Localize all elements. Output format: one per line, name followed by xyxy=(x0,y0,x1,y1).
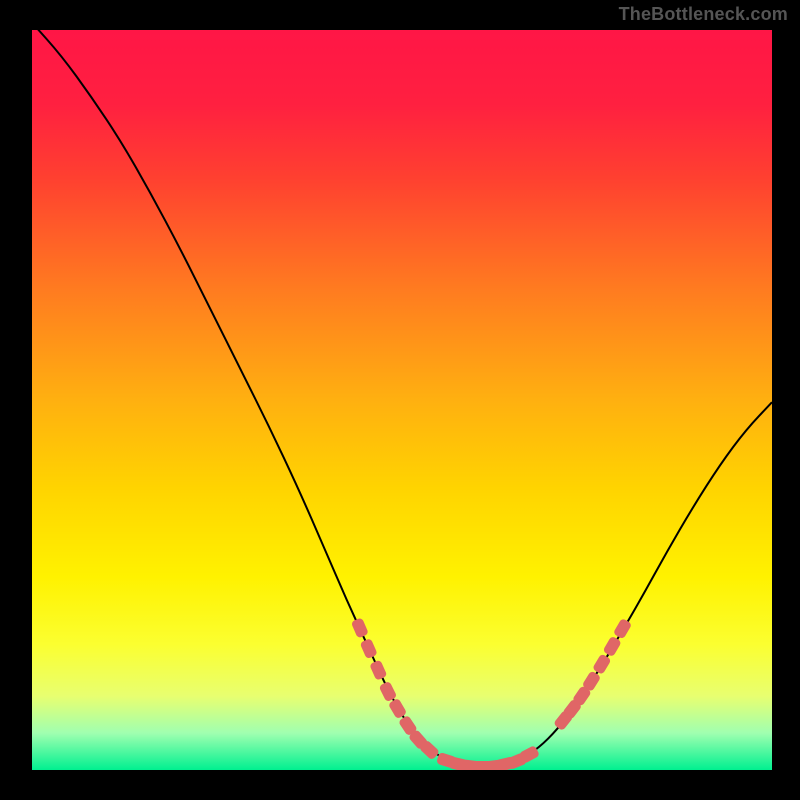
chart-container: TheBottleneck.com xyxy=(0,0,800,800)
plot-area xyxy=(32,30,772,770)
chart-svg xyxy=(32,30,772,770)
gradient-background xyxy=(32,30,772,770)
watermark-text: TheBottleneck.com xyxy=(619,4,788,25)
